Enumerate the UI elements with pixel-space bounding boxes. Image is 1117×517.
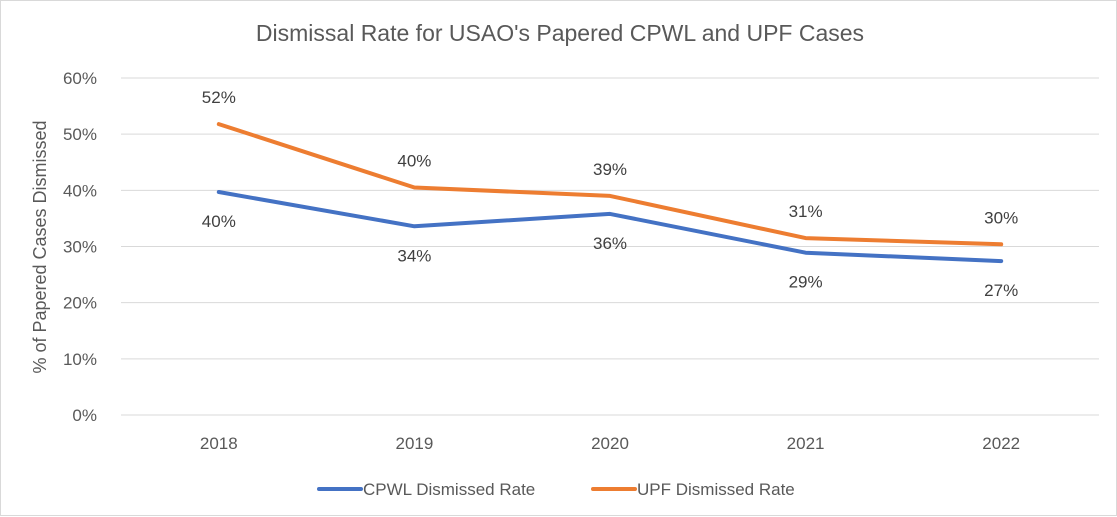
data-label: 52%	[202, 88, 236, 107]
data-label: 40%	[397, 152, 431, 171]
y-axis-title: % of Papered Cases Dismissed	[30, 120, 50, 373]
x-axis-ticks: 2018 2019 2020 2021 2022	[200, 434, 1020, 453]
y-tick-label: 60%	[63, 69, 97, 88]
x-tick-label: 2021	[787, 434, 825, 453]
chart-title: Dismissal Rate for USAO's Papered CPWL a…	[256, 20, 864, 46]
legend-label: CPWL Dismissed Rate	[363, 480, 535, 499]
data-label: 39%	[593, 160, 627, 179]
legend: CPWL Dismissed Rate UPF Dismissed Rate	[317, 480, 795, 499]
y-tick-label: 50%	[63, 125, 97, 144]
data-label: 34%	[397, 246, 431, 265]
data-label: 29%	[789, 273, 823, 292]
y-tick-label: 10%	[63, 350, 97, 369]
data-label: 31%	[789, 202, 823, 221]
y-tick-label: 0%	[72, 406, 97, 425]
y-axis-ticks: 0% 10% 20% 30% 40% 50% 60%	[63, 69, 97, 425]
data-label: 30%	[984, 208, 1018, 227]
x-tick-label: 2022	[982, 434, 1020, 453]
legend-label: UPF Dismissed Rate	[637, 480, 795, 499]
gridlines	[121, 77, 1099, 416]
x-tick-label: 2018	[200, 434, 238, 453]
data-label: 40%	[202, 212, 236, 231]
x-tick-label: 2019	[395, 434, 433, 453]
data-label: 27%	[984, 281, 1018, 300]
series-line-cpwl	[216, 190, 1004, 264]
y-tick-label: 40%	[63, 181, 97, 200]
y-tick-label: 20%	[63, 294, 97, 313]
series-lines	[216, 122, 1004, 264]
y-tick-label: 30%	[63, 238, 97, 257]
series-line-upf	[216, 122, 1004, 247]
data-label: 36%	[593, 234, 627, 253]
x-tick-label: 2020	[591, 434, 629, 453]
data-labels: 40% 34% 36% 29% 27% 52% 40% 39% 31% 30%	[202, 88, 1018, 300]
